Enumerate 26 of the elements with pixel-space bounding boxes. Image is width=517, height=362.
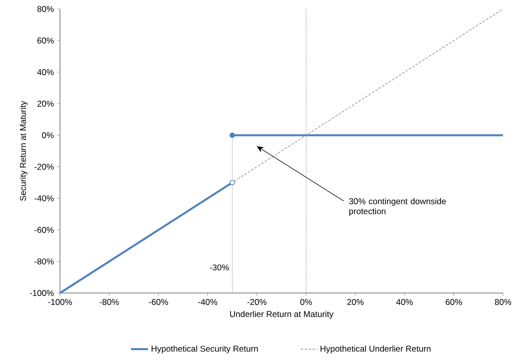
y-tick-label: 80% <box>37 6 54 12</box>
x-tick-label: -80% <box>100 299 119 306</box>
legend-label: Hypothetical Underlier Return <box>320 345 430 354</box>
x-tick-label: 20% <box>347 299 364 306</box>
x-tick-label: 0% <box>300 299 312 306</box>
y-tick-label: -20% <box>34 164 54 170</box>
y-tick-label: -100% <box>30 290 54 296</box>
y-tick-label: 40% <box>37 69 54 76</box>
x-axis-title: Underlier Return at Maturity <box>230 310 334 319</box>
x-tick-label: -100% <box>48 299 72 306</box>
ref-line-label: -30% <box>210 264 229 270</box>
y-axis-title: Security Return at Maturity <box>20 100 28 201</box>
x-tick-label: -20% <box>247 299 266 306</box>
x-tick-label: 80% <box>494 299 512 306</box>
x-tick-label: -40% <box>198 299 218 306</box>
annotation: 30% contingent downside protection <box>349 198 446 216</box>
y-tick-label: -60% <box>34 226 54 233</box>
y-tick-label: 0% <box>42 132 54 138</box>
x-tick-label: -60% <box>148 299 168 306</box>
y-tick-label: 60% <box>37 38 54 44</box>
x-tick-label: 60% <box>446 299 462 306</box>
y-tick-label: -80% <box>34 258 54 264</box>
y-tick-label: 20% <box>37 100 54 107</box>
y-tick-label: -40% <box>34 195 54 202</box>
legend-label: Hypothetical Security Return <box>152 345 258 354</box>
x-tick-label: 40% <box>396 299 413 306</box>
